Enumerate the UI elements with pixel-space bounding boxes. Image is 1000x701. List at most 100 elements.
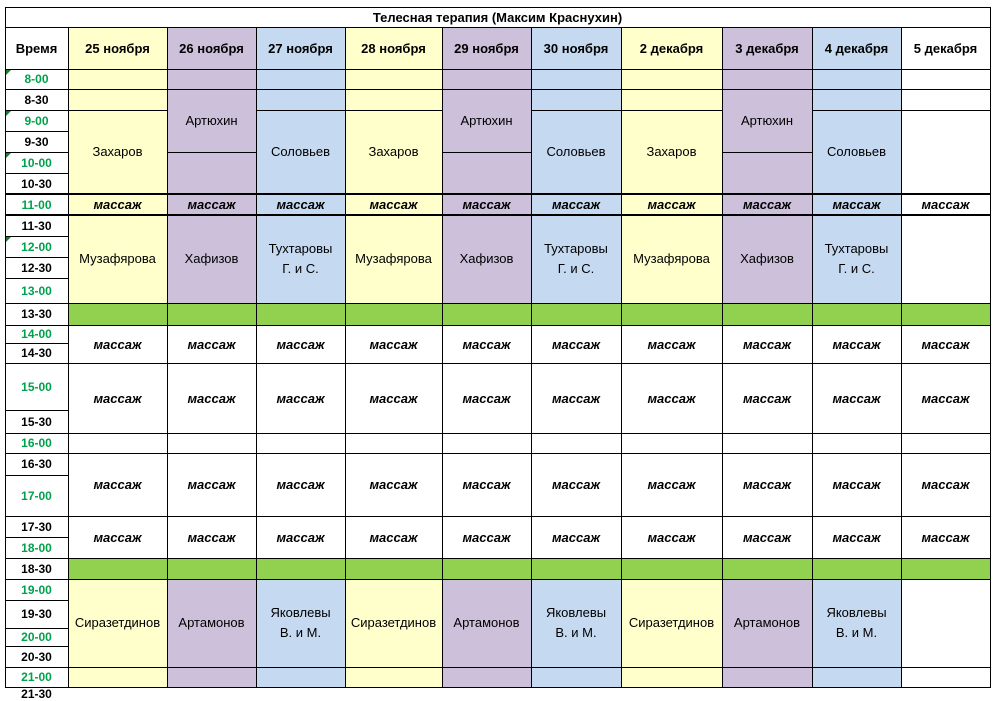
massage-slot[interactable]: массаж (442, 363, 531, 433)
time-label[interactable]: 15-30 (5, 410, 68, 433)
empty-slot[interactable] (901, 69, 990, 89)
empty-slot[interactable] (256, 433, 345, 453)
massage-slot[interactable]: массаж (442, 453, 531, 516)
empty-slot[interactable] (901, 110, 990, 194)
client-booking[interactable]: Артюхин (167, 89, 256, 152)
massage-slot[interactable]: массаж (722, 325, 812, 363)
time-label[interactable]: 16-00 (5, 433, 68, 453)
massage-slot[interactable]: массаж (167, 453, 256, 516)
empty-slot[interactable] (901, 579, 990, 667)
time-label[interactable]: 17-30 (5, 516, 68, 537)
time-label[interactable]: 19-00 (5, 579, 68, 600)
client-booking[interactable]: Артамонов (442, 579, 531, 667)
massage-slot[interactable]: массаж (167, 325, 256, 363)
time-label[interactable]: 20-00 (5, 628, 68, 646)
client-booking[interactable]: Сиразетдинов (345, 579, 442, 667)
massage-slot[interactable]: массаж (256, 453, 345, 516)
empty-slot[interactable] (621, 433, 722, 453)
empty-slot[interactable] (442, 433, 531, 453)
massage-slot[interactable]: массаж (812, 194, 901, 215)
empty-slot[interactable] (256, 69, 345, 89)
massage-slot[interactable]: массаж (345, 194, 442, 215)
massage-slot[interactable]: массаж (901, 516, 990, 558)
empty-slot[interactable] (167, 667, 256, 687)
client-booking[interactable]: Захаров (68, 110, 167, 194)
massage-slot[interactable]: массаж (167, 363, 256, 433)
time-label[interactable]: 9-30 (5, 131, 68, 152)
empty-slot[interactable] (68, 667, 167, 687)
client-booking[interactable]: Артюхин (722, 89, 812, 152)
client-booking[interactable]: Захаров (621, 110, 722, 194)
empty-slot[interactable] (812, 89, 901, 110)
client-booking[interactable]: Яковлевы В. и М. (812, 579, 901, 667)
client-booking[interactable]: Тухтаровы Г. и С. (531, 215, 621, 303)
time-label[interactable]: 18-00 (5, 537, 68, 558)
massage-slot[interactable]: массаж (256, 325, 345, 363)
day-header[interactable]: 29 ноября (442, 27, 531, 69)
massage-slot[interactable]: массаж (531, 453, 621, 516)
time-label[interactable]: 19-30 (5, 600, 68, 628)
client-booking[interactable]: Яковлевы В. и М. (531, 579, 621, 667)
massage-slot[interactable]: массаж (442, 194, 531, 215)
massage-slot[interactable]: массаж (345, 453, 442, 516)
massage-slot[interactable]: массаж (531, 516, 621, 558)
time-label[interactable]: 14-00 (5, 325, 68, 343)
empty-slot[interactable] (256, 89, 345, 110)
massage-slot[interactable]: массаж (256, 516, 345, 558)
time-label[interactable]: 17-00 (5, 475, 68, 516)
break-band[interactable] (68, 303, 990, 325)
client-booking[interactable]: Сиразетдинов (621, 579, 722, 667)
time-label[interactable]: 10-30 (5, 173, 68, 194)
massage-slot[interactable]: массаж (68, 516, 167, 558)
day-header[interactable]: 4 декабря (812, 27, 901, 69)
massage-slot[interactable]: массаж (621, 516, 722, 558)
client-booking[interactable]: Сиразетдинов (68, 579, 167, 667)
empty-slot[interactable] (722, 69, 812, 89)
massage-slot[interactable]: массаж (256, 194, 345, 215)
time-label[interactable]: 14-30 (5, 343, 68, 363)
empty-slot[interactable] (722, 667, 812, 687)
time-label[interactable]: 15-00 (5, 363, 68, 410)
client-booking[interactable]: Артамонов (722, 579, 812, 667)
massage-slot[interactable]: массаж (167, 516, 256, 558)
client-booking[interactable]: Тухтаровы Г. и С. (256, 215, 345, 303)
massage-slot[interactable]: массаж (722, 363, 812, 433)
empty-slot[interactable] (345, 89, 442, 110)
massage-slot[interactable]: массаж (442, 325, 531, 363)
massage-slot[interactable]: массаж (621, 325, 722, 363)
massage-slot[interactable]: массаж (68, 325, 167, 363)
massage-slot[interactable]: массаж (722, 516, 812, 558)
time-label[interactable]: 11-00 (5, 194, 68, 215)
client-booking[interactable]: Хафизов (442, 215, 531, 303)
day-header[interactable]: 3 декабря (722, 27, 812, 69)
time-label[interactable]: 13-30 (5, 303, 68, 325)
empty-slot[interactable] (442, 69, 531, 89)
empty-slot[interactable] (901, 433, 990, 453)
massage-slot[interactable]: массаж (345, 363, 442, 433)
client-booking[interactable]: Хафизов (167, 215, 256, 303)
empty-slot[interactable] (722, 152, 812, 194)
massage-slot[interactable]: массаж (531, 194, 621, 215)
massage-slot[interactable]: массаж (812, 325, 901, 363)
day-header[interactable]: 27 ноября (256, 27, 345, 69)
empty-slot[interactable] (722, 433, 812, 453)
time-label[interactable]: 21-00 (5, 667, 68, 687)
massage-slot[interactable]: массаж (68, 194, 167, 215)
time-label[interactable]: 10-00 (5, 152, 68, 173)
massage-slot[interactable]: массаж (812, 516, 901, 558)
massage-slot[interactable]: массаж (68, 453, 167, 516)
empty-slot[interactable] (621, 89, 722, 110)
massage-slot[interactable]: массаж (812, 363, 901, 433)
day-header[interactable]: 2 декабря (621, 27, 722, 69)
time-label[interactable]: 8-30 (5, 89, 68, 110)
client-booking[interactable]: Соловьев (531, 110, 621, 194)
massage-slot[interactable]: массаж (442, 516, 531, 558)
empty-slot[interactable] (345, 69, 442, 89)
empty-slot[interactable] (621, 69, 722, 89)
client-booking[interactable]: Музафярова (68, 215, 167, 303)
empty-slot[interactable] (167, 152, 256, 194)
time-label[interactable]: 12-30 (5, 257, 68, 278)
time-label[interactable]: 18-30 (5, 558, 68, 579)
massage-slot[interactable]: массаж (345, 516, 442, 558)
time-label[interactable]: 20-30 (5, 646, 68, 667)
